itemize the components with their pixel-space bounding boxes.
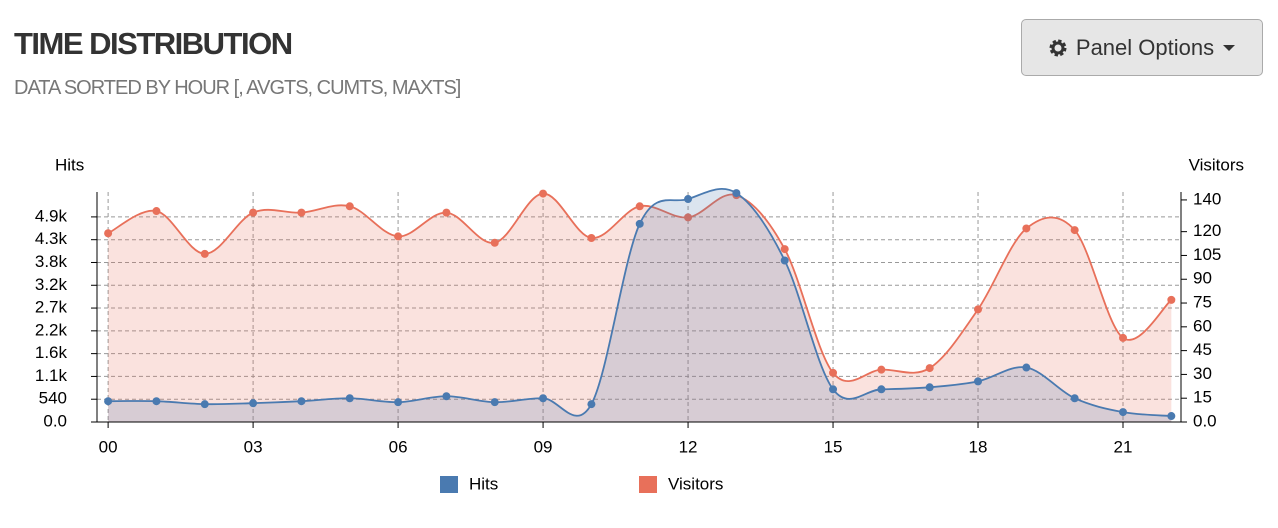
x-tick-label: 00 [99, 437, 118, 456]
point [297, 397, 306, 406]
y-tick-label: 2.2k [35, 320, 68, 339]
point [587, 400, 596, 409]
point [925, 364, 934, 373]
point [249, 208, 258, 217]
point [1022, 224, 1031, 233]
point [1070, 226, 1079, 235]
y2-tick-label: 140 [1193, 189, 1221, 208]
y-axis-title: Hits [55, 155, 84, 174]
point [442, 392, 451, 401]
y-tick-label: 2.7k [35, 298, 68, 317]
point [539, 394, 548, 403]
gear-icon [1049, 39, 1067, 56]
x-tick-label: 15 [824, 437, 843, 456]
y-tick-label: 3.2k [35, 275, 68, 294]
y2-tick-label: 30 [1193, 364, 1212, 383]
y2-axis-title: Visitors [1189, 155, 1244, 174]
legend-swatch [440, 476, 458, 493]
y2-tick-label: 0.0 [1193, 411, 1217, 430]
point [684, 195, 693, 204]
y2-tick-label: 45 [1193, 340, 1212, 359]
y2-tick-label: 75 [1193, 293, 1212, 312]
point [297, 208, 306, 217]
panel-options-button[interactable]: Panel Options [1021, 19, 1263, 76]
legend-label: Hits [469, 474, 498, 493]
y2-tick-label: 90 [1193, 269, 1212, 288]
y-tick-label: 4.3k [35, 229, 68, 248]
point [1070, 394, 1079, 403]
area [108, 193, 1172, 422]
y2-tick-label: 120 [1193, 221, 1221, 240]
line [108, 188, 1172, 417]
point [394, 398, 403, 407]
point [200, 249, 209, 258]
point [1167, 412, 1176, 421]
point [925, 383, 934, 392]
panel-subtitle: DATA SORTED BY HOUR [, AVGTS, CUMTS, MAX… [14, 77, 461, 99]
point [104, 229, 113, 238]
point [829, 368, 838, 377]
point [780, 245, 789, 254]
point [877, 365, 886, 374]
y-tick-label: 0.0 [43, 411, 67, 430]
point [635, 219, 644, 228]
y2-tick-label: 15 [1193, 388, 1212, 407]
x-tick-label: 12 [679, 437, 698, 456]
point [442, 208, 451, 217]
y-tick-label: 1.6k [35, 343, 68, 362]
x-tick-label: 18 [969, 437, 988, 456]
x-tick-label: 06 [389, 437, 408, 456]
point [490, 238, 499, 247]
y2-tick-label: 105 [1193, 245, 1221, 264]
y-tick-label: 540 [39, 389, 67, 408]
point [1119, 333, 1128, 342]
line [107, 192, 1172, 383]
y-tick-label: 4.9k [35, 206, 68, 225]
point [345, 394, 354, 403]
point [1022, 363, 1031, 372]
x-tick-label: 03 [244, 437, 263, 456]
point [974, 305, 983, 314]
point [829, 385, 838, 394]
point [732, 189, 741, 198]
caret [1223, 44, 1236, 51]
point [249, 399, 258, 408]
point [104, 397, 113, 406]
legend-swatch [639, 476, 657, 493]
x-tick-label: 21 [1114, 437, 1133, 456]
y-tick-label: 3.8k [35, 252, 68, 271]
point [684, 213, 693, 222]
point [1119, 408, 1128, 417]
point [394, 232, 403, 241]
y2-tick-label: 60 [1193, 316, 1212, 335]
area [108, 188, 1172, 422]
point [635, 202, 644, 211]
point [780, 256, 789, 265]
point [1167, 295, 1176, 304]
button-label: Panel Options [1075, 34, 1215, 60]
point [539, 189, 548, 198]
point [587, 234, 596, 242]
panel-title: TIME DISTRIBUTION [14, 26, 293, 61]
legend-label: Visitors [668, 474, 723, 493]
point [345, 202, 354, 211]
point [490, 398, 499, 407]
x-tick-label: 09 [534, 437, 553, 456]
point [732, 191, 741, 200]
y-tick-label: 1.1k [35, 366, 68, 385]
point [877, 385, 886, 394]
point [152, 207, 161, 216]
point [152, 397, 161, 406]
point [974, 377, 983, 386]
point [200, 400, 209, 409]
